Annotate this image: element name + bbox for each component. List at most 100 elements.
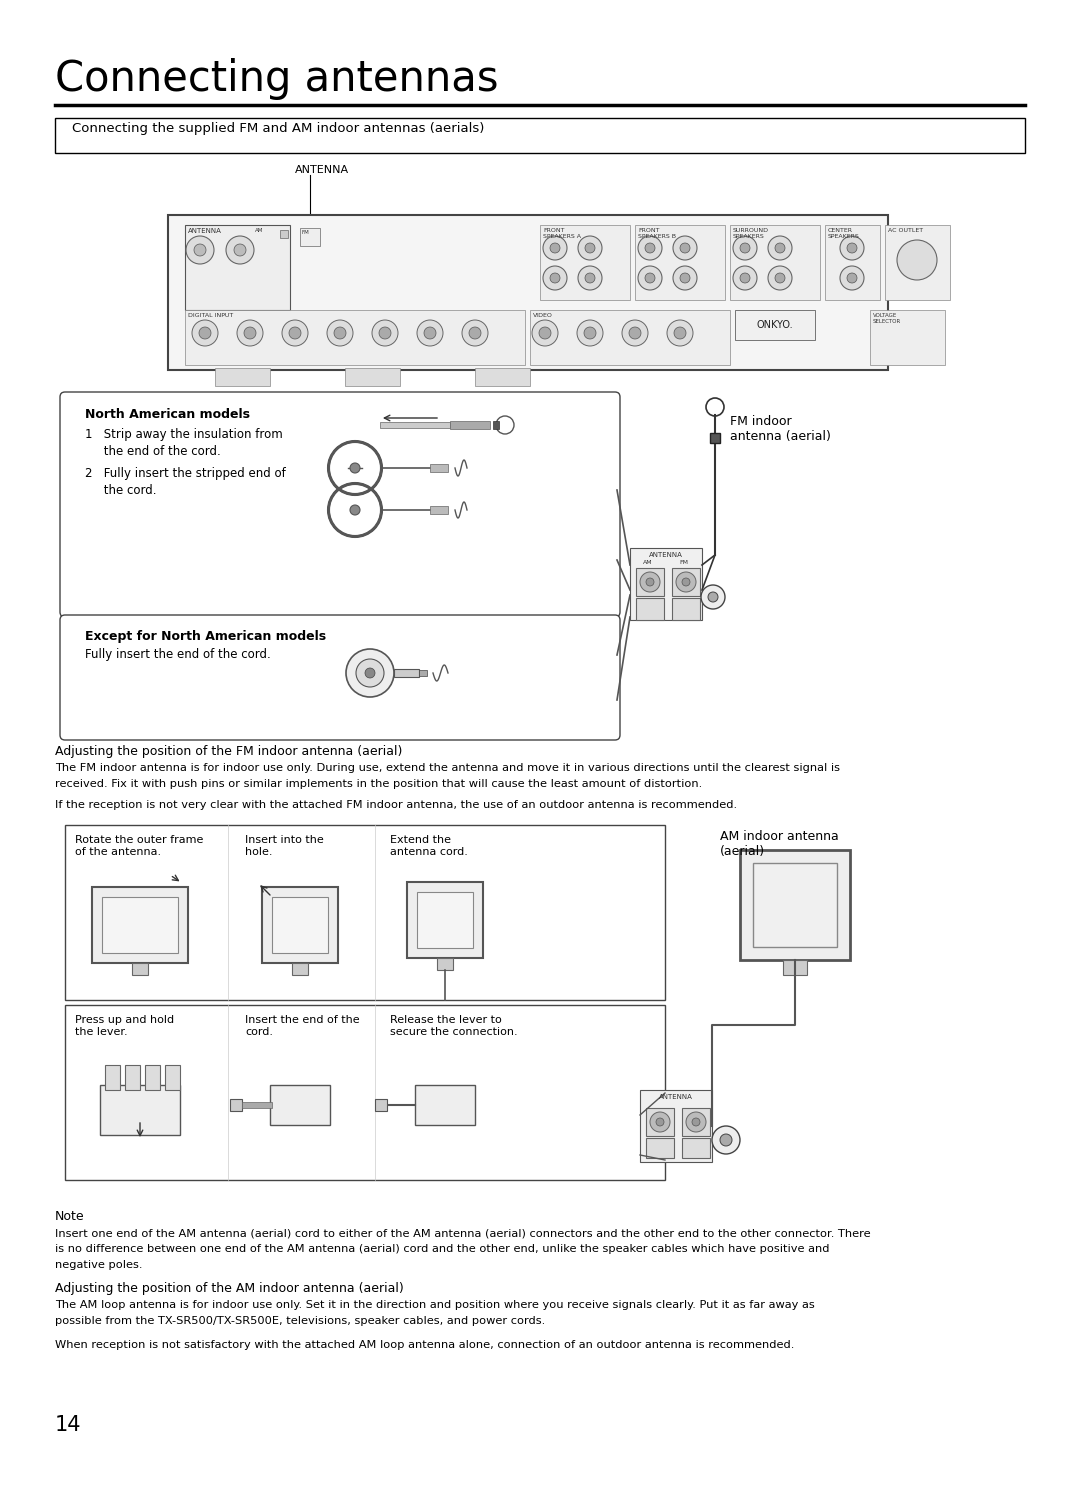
FancyBboxPatch shape <box>60 615 620 740</box>
Text: Press up and hold
the lever.: Press up and hold the lever. <box>75 1016 174 1037</box>
Circle shape <box>550 244 561 252</box>
Bar <box>168 215 888 370</box>
Text: FRONT
SPEAKERS B: FRONT SPEAKERS B <box>638 229 676 239</box>
Circle shape <box>289 327 301 339</box>
Text: ANTENNA: ANTENNA <box>649 552 683 558</box>
Circle shape <box>768 266 792 290</box>
Bar <box>825 226 880 300</box>
Bar <box>672 598 700 621</box>
Circle shape <box>656 1118 664 1126</box>
Bar <box>272 897 328 953</box>
Circle shape <box>539 327 551 339</box>
Text: Extend the
antenna cord.: Extend the antenna cord. <box>390 835 468 857</box>
Text: DIGITAL INPUT: DIGITAL INPUT <box>188 313 233 318</box>
Circle shape <box>692 1118 700 1126</box>
Bar <box>125 1065 140 1090</box>
Bar <box>646 1108 674 1136</box>
Bar <box>437 958 453 970</box>
Circle shape <box>775 273 785 284</box>
Text: Connecting antennas: Connecting antennas <box>55 58 499 99</box>
Circle shape <box>646 578 654 587</box>
Text: VIDEO: VIDEO <box>534 313 553 318</box>
Circle shape <box>680 244 690 252</box>
Text: ANTENNA: ANTENNA <box>188 229 221 235</box>
Circle shape <box>733 236 757 260</box>
Circle shape <box>584 327 596 339</box>
Circle shape <box>775 244 785 252</box>
Bar <box>100 1086 180 1135</box>
Bar <box>65 826 665 999</box>
Bar <box>419 670 427 676</box>
Circle shape <box>186 236 214 264</box>
Text: 14: 14 <box>55 1415 81 1435</box>
Text: Rotate the outer frame
of the antenna.: Rotate the outer frame of the antenna. <box>75 835 203 857</box>
Text: Note: Note <box>55 1210 84 1224</box>
Text: 2   Fully insert the stripped end of: 2 Fully insert the stripped end of <box>85 466 286 480</box>
Circle shape <box>585 244 595 252</box>
Bar <box>132 962 148 976</box>
Circle shape <box>327 319 353 346</box>
Bar <box>636 598 664 621</box>
Circle shape <box>640 572 660 593</box>
Text: Adjusting the position of the FM indoor antenna (aerial): Adjusting the position of the FM indoor … <box>55 745 403 757</box>
Circle shape <box>462 319 488 346</box>
Circle shape <box>194 244 206 255</box>
Text: negative poles.: negative poles. <box>55 1259 143 1270</box>
Bar <box>417 892 473 947</box>
Text: VOLTAGE
SELECTOR: VOLTAGE SELECTOR <box>873 313 901 324</box>
Circle shape <box>638 266 662 290</box>
Circle shape <box>676 572 696 593</box>
Circle shape <box>532 319 558 346</box>
Bar <box>185 310 525 365</box>
Bar <box>530 310 730 365</box>
Text: North American models: North American models <box>85 408 249 422</box>
Bar <box>375 1099 387 1111</box>
Circle shape <box>585 273 595 284</box>
Bar <box>870 310 945 365</box>
Circle shape <box>840 236 864 260</box>
Circle shape <box>701 585 725 609</box>
Bar <box>300 229 320 247</box>
Circle shape <box>674 327 686 339</box>
Circle shape <box>424 327 436 339</box>
Circle shape <box>469 327 481 339</box>
Bar <box>630 548 702 621</box>
Bar <box>475 368 530 386</box>
Circle shape <box>673 236 697 260</box>
Text: FM: FM <box>302 230 310 235</box>
Circle shape <box>365 668 375 679</box>
Circle shape <box>578 236 602 260</box>
Text: ANTENNA: ANTENNA <box>295 165 349 175</box>
Text: AM: AM <box>644 560 652 564</box>
Circle shape <box>226 236 254 264</box>
Bar <box>145 1065 160 1090</box>
Text: When reception is not satisfactory with the attached AM loop antenna alone, conn: When reception is not satisfactory with … <box>55 1339 795 1350</box>
Bar <box>415 1086 475 1126</box>
Circle shape <box>234 244 246 255</box>
Bar <box>753 863 837 947</box>
Text: FM: FM <box>679 560 689 564</box>
Circle shape <box>350 505 360 515</box>
Bar <box>65 1005 665 1181</box>
Bar <box>55 117 1025 153</box>
Text: Insert one end of the AM antenna (aerial) cord to either of the AM antenna (aeri: Insert one end of the AM antenna (aerial… <box>55 1228 870 1238</box>
Circle shape <box>543 236 567 260</box>
Text: The FM indoor antenna is for indoor use only. During use, extend the antenna and: The FM indoor antenna is for indoor use … <box>55 763 840 774</box>
Circle shape <box>379 327 391 339</box>
Circle shape <box>356 659 384 688</box>
Text: 1   Strip away the insulation from: 1 Strip away the insulation from <box>85 428 283 441</box>
Circle shape <box>638 236 662 260</box>
Circle shape <box>667 319 693 346</box>
Circle shape <box>244 327 256 339</box>
Circle shape <box>740 244 750 252</box>
Bar <box>280 230 288 238</box>
Text: AC OUTLET: AC OUTLET <box>888 229 923 233</box>
Circle shape <box>847 273 858 284</box>
Bar <box>636 567 664 595</box>
Bar <box>270 1086 330 1126</box>
Circle shape <box>282 319 308 346</box>
Circle shape <box>712 1126 740 1154</box>
Bar <box>681 1108 710 1136</box>
Circle shape <box>372 319 399 346</box>
Text: Adjusting the position of the AM indoor antenna (aerial): Adjusting the position of the AM indoor … <box>55 1282 404 1295</box>
